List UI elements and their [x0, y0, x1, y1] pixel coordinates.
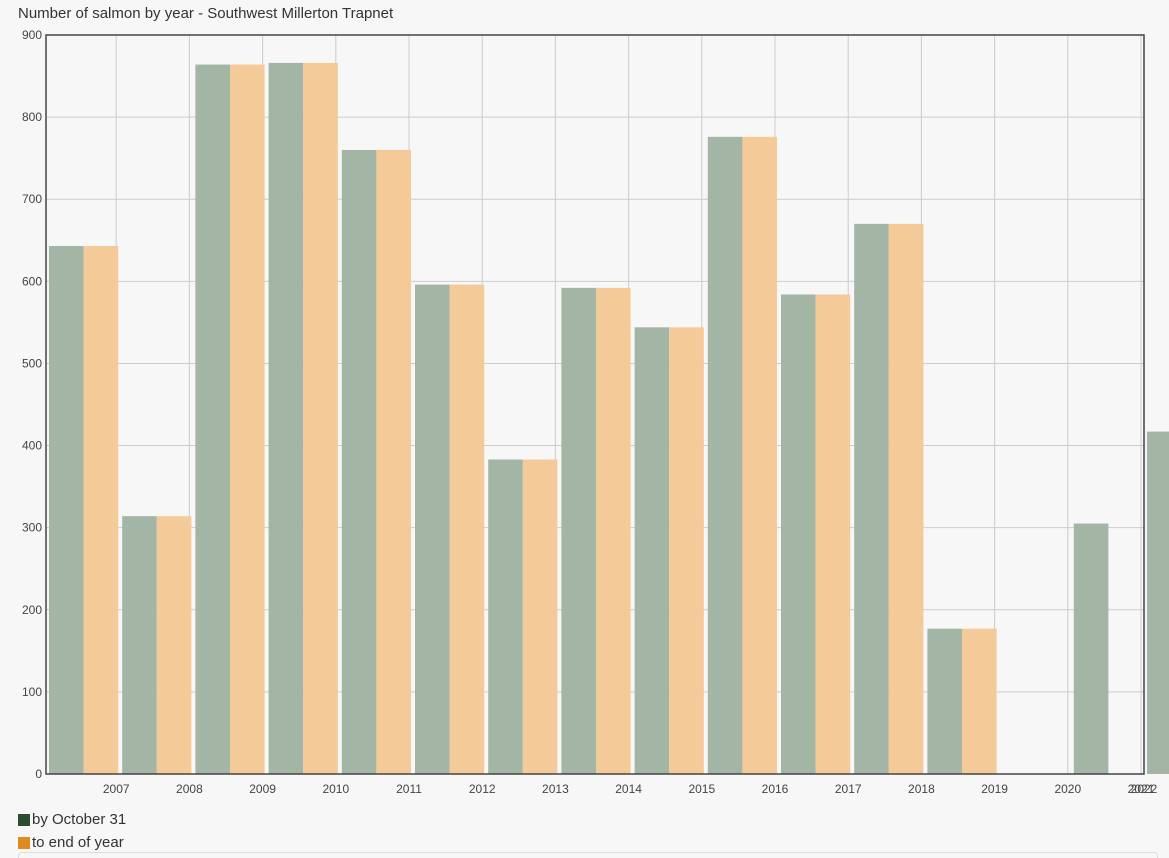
x-tick-label: 2013 [542, 782, 569, 796]
x-tick-label: 2014 [615, 782, 642, 796]
chart-title: Number of salmon by year - Southwest Mil… [18, 5, 394, 22]
bar-to-end-of-year-2013 [522, 459, 558, 774]
legend-item-by-october-31[interactable]: by October 31 [18, 808, 126, 831]
legend-swatch-by-october-31 [18, 813, 30, 826]
bar-to-end-of-year-2014 [596, 287, 631, 774]
bar-to-end-of-year-2017 [815, 294, 851, 774]
legend: by October 31 to end of year [18, 808, 126, 854]
y-tick-label: 500 [22, 356, 42, 370]
legend-label-to-end-of-year: to end of year [32, 834, 124, 851]
y-tick-label: 900 [22, 28, 42, 42]
bar-to-end-of-year-2015 [669, 327, 704, 774]
bar-by-october-31-2022 [1147, 431, 1169, 774]
bar-chart: 0 100 200 300 400 500 600 700 800 900 2007 2008 2009… [22, 28, 1169, 796]
bar-by-october-31-2017 [781, 294, 816, 774]
y-tick-label: 100 [22, 685, 42, 699]
bar-by-october-31-2016 [707, 136, 743, 775]
bar-by-october-31-2012 [415, 284, 450, 774]
bar-by-october-31-2008 [122, 516, 157, 774]
x-tick-label: 2007 [103, 782, 130, 796]
bar-by-october-31-2009 [195, 64, 230, 774]
plot-border [45, 34, 1145, 775]
bar-by-october-31-2018 [854, 223, 889, 774]
y-tick-label: 600 [22, 274, 42, 288]
bar-to-end-of-year-2009 [230, 64, 265, 774]
y-tick-label: 300 [22, 521, 42, 535]
legend-swatch-to-end-of-year [18, 836, 30, 849]
panel-edge [18, 852, 1158, 858]
bar-by-october-31-2011 [341, 149, 377, 774]
x-tick-label: 2020 [1054, 782, 1081, 796]
x-tick-label: 2016 [762, 782, 789, 796]
bar-by-october-31-2014 [561, 287, 596, 774]
y-tick-label: 0 [35, 767, 42, 781]
bar-by-october-31-2021 [1073, 523, 1109, 774]
y-tick-label: 200 [22, 603, 42, 617]
x-tick-label: 2017 [835, 782, 862, 796]
bar-to-end-of-year-2019 [962, 628, 997, 774]
x-tick-label: 2022 [1131, 782, 1158, 796]
y-tick-label: 800 [22, 110, 42, 124]
bar-by-october-31-2007 [49, 246, 84, 774]
x-tick-label: 2015 [688, 782, 715, 796]
x-tick-label: 2010 [322, 782, 349, 796]
bar-to-end-of-year-2008 [156, 516, 192, 774]
bar-by-october-31-2015 [634, 327, 670, 774]
x-tick-label: 2018 [908, 782, 935, 796]
bar-to-end-of-year-2007 [83, 246, 119, 774]
x-tick-label: 2021 [1128, 782, 1155, 796]
legend-item-to-end-of-year[interactable]: to end of year [18, 831, 126, 854]
bar-by-october-31-2019 [927, 628, 962, 774]
x-tick-label: 2012 [469, 782, 496, 796]
legend-label-by-october-31: by October 31 [32, 811, 127, 828]
y-tick-label: 400 [22, 439, 42, 453]
bar-to-end-of-year-2011 [376, 149, 411, 774]
x-tick-label: 2008 [176, 782, 203, 796]
bar-to-end-of-year-2010 [303, 62, 338, 774]
x-tick-label: 2011 [396, 782, 422, 796]
y-tick-label: 700 [22, 192, 42, 206]
bar-to-end-of-year-2016 [742, 136, 777, 775]
bar-by-october-31-2010 [268, 62, 304, 774]
bar-by-october-31-2013 [488, 459, 523, 774]
x-tick-label: 2019 [981, 782, 1008, 796]
bar-to-end-of-year-2012 [449, 284, 485, 774]
bar-to-end-of-year-2018 [888, 223, 924, 774]
x-tick-label: 2009 [249, 782, 276, 796]
